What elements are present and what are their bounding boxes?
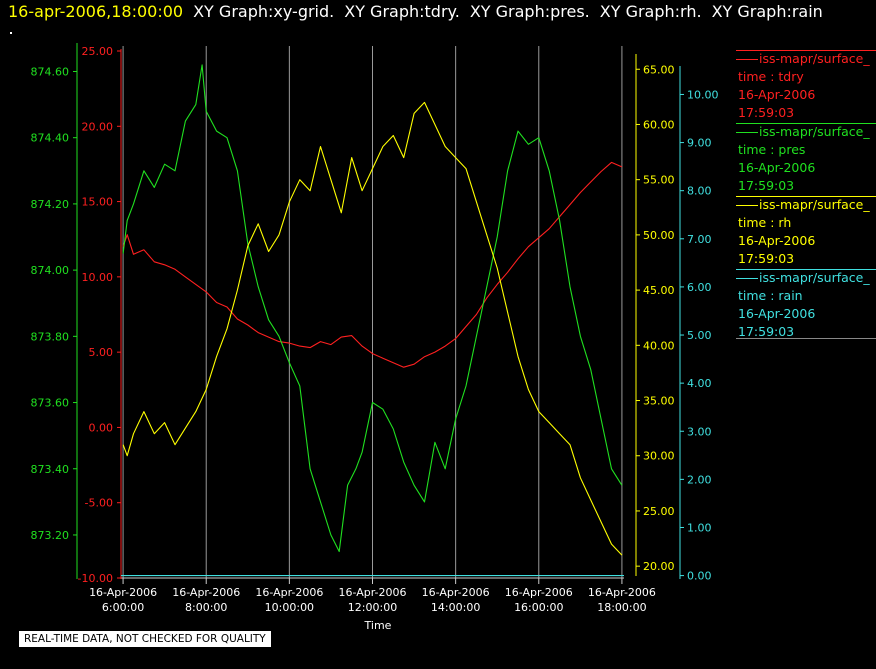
tdry-tick-label-4: 10.00 [82,271,114,284]
rh-tick-label-1: 25.00 [643,505,675,518]
tdry-tick-label-0: -10.00 [78,572,113,585]
legend-series-name: iss-mapr/surface_ [759,124,870,139]
rain-tick-label-8: 8.00 [687,185,712,198]
pres-tick-label-6: 874.40 [31,132,70,145]
rh-tick-label-5: 45.00 [643,284,675,297]
graph-name-pres: XY Graph:pres. [469,2,590,21]
rain-tick-label-0: 0.00 [687,570,712,583]
legend-separator [736,123,876,124]
pres-tick-label-0: 873.20 [31,529,70,542]
x-tick-date-1: 16-Apr-2006 [172,586,240,599]
legend-date: 16-Apr-2006 [738,233,816,248]
series-line-tdry [122,161,623,368]
x-tick-date-6: 16-Apr-2006 [588,586,656,599]
x-tick-time-0: 6:00:00 [102,601,144,614]
rain-tick-label-5: 5.00 [687,329,712,342]
x-tick-time-6: 18:00:00 [597,601,646,614]
tdry-tick-label-3: 5.00 [89,346,114,359]
pres-tick-label-4: 874.00 [31,264,70,277]
x-tick-time-3: 12:00:00 [348,601,397,614]
graph-name-rh: XY Graph:rh. [599,2,702,21]
graph-name-xy-grid: XY Graph:xy-grid. [193,2,335,21]
legend-swatch [736,59,758,60]
pres-tick-label-2: 873.60 [31,397,70,410]
legend-date: 16-Apr-2006 [738,160,816,175]
x-axis-label: Time [364,619,392,632]
rh-tick-label-2: 30.00 [643,450,675,463]
legend-entry-rh: iss-mapr/surface_ time : rh 16-Apr-2006 … [736,196,876,269]
rh-tick-label-8: 60.00 [643,118,675,131]
legend-time: 17:59:03 [738,324,795,339]
legend-series-name: iss-mapr/surface_ [759,51,870,66]
pres-tick-label-7: 874.60 [31,65,70,78]
rh-tick-label-6: 50.00 [643,229,675,242]
rain-tick-label-4: 4.00 [687,377,712,390]
rh-tick-label-0: 20.00 [643,560,675,573]
legend-var: time : tdry [738,69,804,84]
quality-notice: REAL-TIME DATA, NOT CHECKED FOR QUALITY [19,631,271,647]
timestamp: 16-apr-2006,18:00:00 [8,2,184,21]
legend-entry-tdry: iss-mapr/surface_ time : tdry 16-Apr-200… [736,50,876,123]
legend-var: time : rain [738,288,803,303]
legend-swatch [736,205,758,206]
pres-tick-label-5: 874.20 [31,198,70,211]
rain-tick-label-7: 7.00 [687,233,712,246]
rain-tick-label-2: 2.00 [687,473,712,486]
graph-name-rain: XY Graph:rain [711,2,823,21]
legend-time: 17:59:03 [738,105,795,120]
legend-var: time : pres [738,142,806,157]
legend-series-name: iss-mapr/surface_ [759,270,870,285]
rh-tick-label-3: 35.00 [643,395,675,408]
legend-swatch [736,278,758,279]
legend-bottom-line [736,338,876,339]
legend-series-name: iss-mapr/surface_ [759,197,870,212]
legend-date: 16-Apr-2006 [738,87,816,102]
series-line-pres [122,64,623,553]
graph-name-tdry: XY Graph:tdry. [344,2,460,21]
tdry-tick-label-5: 15.00 [82,196,114,209]
rh-tick-label-9: 65.00 [643,63,675,76]
rain-tick-label-10: 10.00 [687,88,719,101]
tdry-tick-label-1: -5.00 [85,497,113,510]
legend-entry-pres: iss-mapr/surface_ time : pres 16-Apr-200… [736,123,876,196]
rh-tick-label-7: 55.00 [643,174,675,187]
legend-separator [736,269,876,270]
legend-entry-rain: iss-mapr/surface_ time : rain 16-Apr-200… [736,269,876,342]
title-bar: 16-apr-2006,18:00:00 XY Graph:xy-grid. XY … [8,2,823,21]
x-tick-date-0: 16-Apr-2006 [89,586,157,599]
x-tick-time-4: 14:00:00 [431,601,480,614]
legend: iss-mapr/surface_ time : tdry 16-Apr-200… [736,50,876,342]
x-tick-time-2: 10:00:00 [265,601,314,614]
legend-time: 17:59:03 [738,178,795,193]
x-tick-date-5: 16-Apr-2006 [505,586,573,599]
legend-time: 17:59:03 [738,251,795,266]
legend-date: 16-Apr-2006 [738,306,816,321]
legend-separator [736,50,876,51]
x-tick-date-4: 16-Apr-2006 [422,586,490,599]
rain-tick-label-1: 1.00 [687,521,712,534]
legend-swatch [736,132,758,133]
tdry-tick-label-7: 25.00 [82,45,114,58]
legend-var: time : rh [738,215,792,230]
tdry-tick-label-6: 20.00 [82,120,114,133]
x-tick-time-1: 8:00:00 [185,601,227,614]
x-tick-time-5: 16:00:00 [514,601,563,614]
rh-tick-label-4: 40.00 [643,339,675,352]
x-tick-date-3: 16-Apr-2006 [338,586,406,599]
pres-tick-label-1: 873.40 [31,463,70,476]
tdry-tick-label-2: 0.00 [89,421,114,434]
rain-tick-label-9: 9.00 [687,137,712,150]
series-line-rh [122,101,623,556]
rain-tick-label-3: 3.00 [687,425,712,438]
marker-dot [10,32,12,34]
pres-tick-label-3: 873.80 [31,330,70,343]
rain-tick-label-6: 6.00 [687,281,712,294]
x-tick-date-2: 16-Apr-2006 [255,586,323,599]
legend-separator [736,196,876,197]
